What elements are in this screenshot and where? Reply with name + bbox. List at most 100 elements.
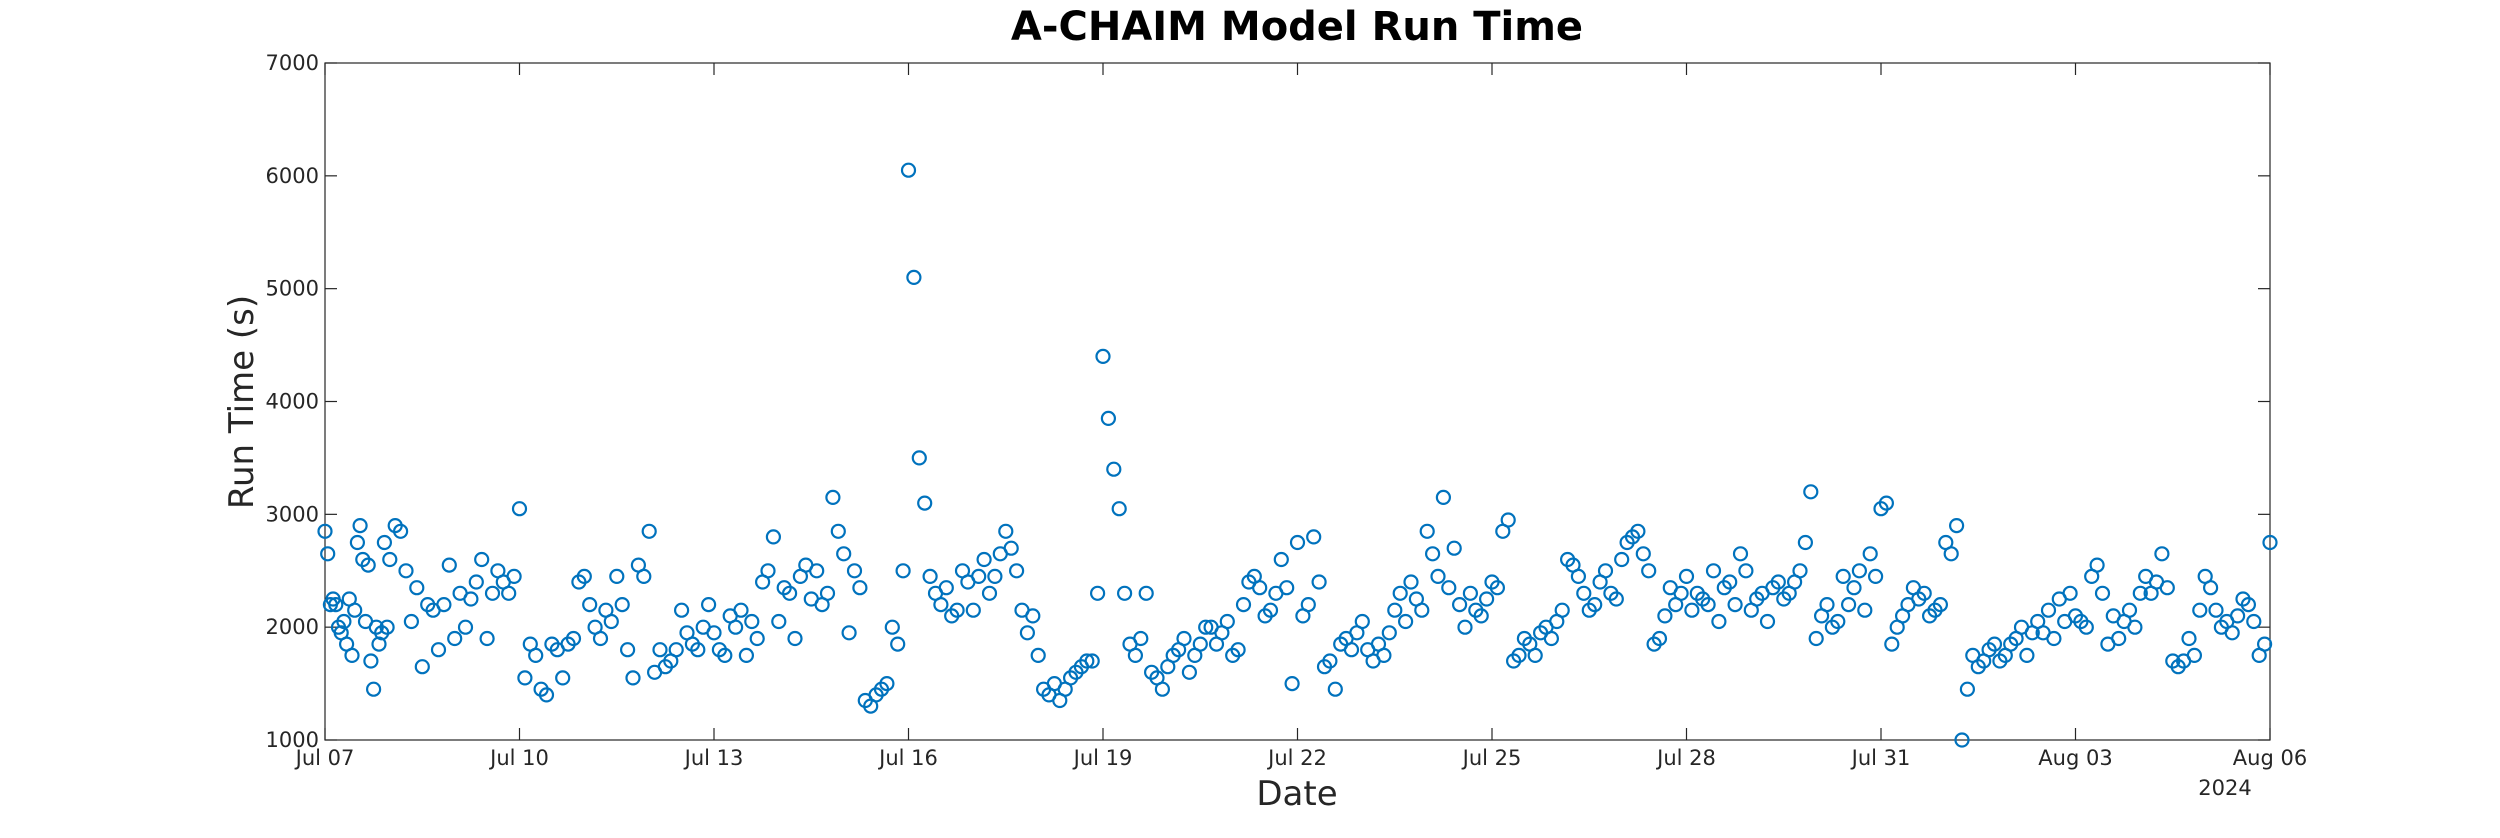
data-point	[641, 523, 657, 539]
data-point	[2062, 585, 2078, 601]
data-point	[1797, 534, 1814, 551]
data-point	[1084, 653, 1100, 669]
data-point	[1343, 642, 1360, 658]
data-point	[2208, 602, 2224, 618]
data-point	[700, 596, 717, 613]
data-point	[1106, 461, 1122, 477]
data-point	[825, 489, 841, 505]
data-point	[1478, 591, 1495, 607]
data-point	[1387, 602, 1403, 618]
data-point	[1252, 580, 1268, 596]
data-point	[474, 551, 490, 568]
x-tick-label: Jul 10	[488, 746, 549, 770]
data-point	[652, 642, 668, 658]
data-point	[328, 596, 344, 613]
data-point	[2040, 602, 2057, 618]
data-point	[479, 630, 495, 647]
data-point	[1392, 585, 1408, 601]
data-point	[690, 642, 706, 658]
data-point	[1451, 596, 1468, 613]
data-point	[809, 563, 825, 579]
x-tick-label: Jul 31	[1850, 746, 1911, 770]
data-point	[1289, 534, 1306, 551]
data-point	[2078, 619, 2094, 635]
data-point	[668, 642, 684, 658]
data-point	[1857, 602, 1873, 618]
data-point	[619, 642, 636, 658]
data-point	[555, 670, 571, 686]
y-tick-label: 7000	[266, 51, 319, 75]
data-point	[922, 568, 938, 585]
data-point	[1376, 647, 1392, 664]
data-point	[1133, 630, 1149, 647]
data-point	[760, 563, 776, 579]
data-point	[1527, 647, 1543, 664]
x-tick-label: Jul 07	[294, 746, 355, 770]
data-point	[2121, 602, 2138, 618]
data-point	[906, 269, 922, 285]
data-point	[938, 580, 954, 596]
x-tick-label: Jul 25	[1461, 746, 1522, 770]
data-point	[1711, 613, 1727, 630]
data-point	[879, 675, 895, 692]
data-point	[517, 670, 533, 686]
data-point	[1943, 546, 1959, 562]
data-point	[1959, 681, 1976, 697]
data-point	[1614, 551, 1630, 568]
data-point	[2111, 630, 2127, 647]
y-tick-label: 5000	[266, 277, 319, 301]
data-point	[771, 613, 787, 630]
data-point	[1673, 585, 1689, 601]
data-point	[971, 568, 987, 585]
data-point	[933, 596, 949, 613]
data-point	[1932, 596, 1949, 613]
x-tick-label: Aug 06	[2233, 746, 2307, 770]
data-point	[1441, 580, 1457, 596]
data-point	[1954, 732, 1970, 748]
data-point	[1830, 613, 1846, 630]
data-point	[1862, 546, 1878, 562]
data-point	[1986, 636, 2003, 652]
data-point	[576, 568, 592, 585]
data-point	[1273, 551, 1289, 568]
data-point	[317, 523, 333, 539]
data-point	[1846, 580, 1862, 596]
data-point	[1176, 630, 1192, 647]
data-point	[603, 613, 619, 630]
data-point	[1414, 602, 1430, 618]
data-point	[1867, 568, 1884, 585]
data-point	[506, 568, 522, 585]
y-tick-label: 1000	[266, 728, 319, 752]
x-tick-label: Jul 22	[1266, 746, 1327, 770]
data-point	[1322, 653, 1338, 669]
data-point	[2181, 630, 2197, 647]
data-point	[976, 551, 992, 568]
data-point	[484, 585, 501, 601]
data-point	[900, 162, 917, 178]
data-point	[1511, 647, 1527, 664]
data-point	[1727, 596, 1743, 613]
data-point	[398, 563, 414, 579]
data-point	[1446, 540, 1462, 556]
data-point	[2230, 608, 2246, 624]
data-point	[320, 546, 336, 562]
y-axis-label: Run Time (s)	[222, 295, 262, 509]
data-point	[511, 501, 528, 517]
data-point	[393, 523, 409, 539]
data-point	[1473, 608, 1489, 624]
data-point	[1808, 630, 1824, 647]
data-point	[349, 534, 365, 551]
data-point	[1738, 563, 1754, 579]
data-point	[1003, 540, 1019, 556]
x-axis-label: Date	[1256, 774, 1337, 814]
data-point	[836, 546, 852, 562]
data-point	[1397, 613, 1414, 630]
data-point	[403, 613, 419, 630]
data-point	[749, 630, 765, 647]
data-point	[347, 602, 363, 618]
data-point	[727, 619, 744, 635]
data-point	[2224, 625, 2240, 641]
y-tick-label: 6000	[266, 164, 319, 188]
data-point	[787, 630, 803, 647]
